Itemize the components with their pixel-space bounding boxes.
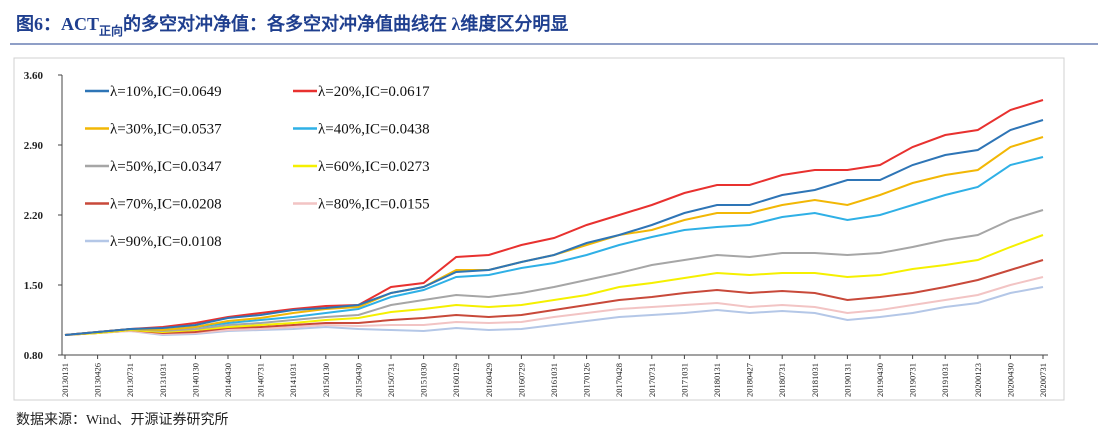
x-tick-label: 20180731 xyxy=(777,363,787,397)
legend-label: λ=90%,IC=0.0108 xyxy=(110,234,222,250)
x-tick-label: 20170428 xyxy=(614,363,624,397)
x-tick-label: 20171031 xyxy=(679,363,689,397)
x-tick-label: 20170126 xyxy=(582,363,592,397)
x-tick-label: 20200123 xyxy=(973,363,983,397)
legend-label: λ=50%,IC=0.0347 xyxy=(110,159,222,175)
x-tick-label: 20140130 xyxy=(190,363,200,397)
legend-label: λ=70%,IC=0.0208 xyxy=(110,197,222,213)
x-tick-label: 20130426 xyxy=(93,363,103,397)
legend-label: λ=40%,IC=0.0438 xyxy=(318,122,430,138)
x-tick-label: 20160729 xyxy=(516,363,526,397)
x-tick-label: 20200430 xyxy=(1005,363,1015,397)
legend-label: λ=10%,IC=0.0649 xyxy=(110,84,222,100)
chart-frame xyxy=(13,57,1065,401)
x-tick-label: 20190731 xyxy=(908,363,918,397)
x-tick-label: 20181031 xyxy=(810,363,820,397)
y-tick-label: 0.80 xyxy=(24,350,44,362)
x-tick-label: 20150430 xyxy=(353,363,363,397)
x-tick-label: 20190430 xyxy=(875,363,885,397)
y-tick-label: 2.20 xyxy=(24,210,44,222)
series-line xyxy=(64,119,1044,336)
chart-title: 图6：ACT正向的多空对冲净值：各多空对冲净值曲线在 λ维度区分明显 xyxy=(16,13,568,38)
x-tick-label: 20140731 xyxy=(256,363,266,397)
x-tick-label: 20161031 xyxy=(549,363,559,397)
x-tick-label: 20150731 xyxy=(386,363,396,397)
series-line xyxy=(64,234,1044,336)
x-tick-label: 20190131 xyxy=(842,363,852,397)
legend-label: λ=60%,IC=0.0273 xyxy=(318,159,430,175)
series-line xyxy=(64,209,1044,336)
legend-label: λ=80%,IC=0.0155 xyxy=(318,197,430,213)
x-tick-label: 20170731 xyxy=(647,363,657,397)
x-tick-label: 20200731 xyxy=(1038,363,1048,397)
x-tick-label: 20141031 xyxy=(288,363,298,397)
x-tick-label: 20160129 xyxy=(451,363,461,397)
y-tick-label: 3.60 xyxy=(24,70,44,82)
x-tick-label: 20130731 xyxy=(125,363,135,397)
x-tick-label: 20180131 xyxy=(712,363,722,397)
x-tick-label: 20130131 xyxy=(60,363,70,397)
x-tick-label: 20191031 xyxy=(940,363,950,397)
x-tick-label: 20131031 xyxy=(158,363,168,397)
x-tick-label: 20140430 xyxy=(223,363,233,397)
x-tick-label: 20151030 xyxy=(419,363,429,397)
series-line xyxy=(64,276,1044,336)
x-tick-label: 20160429 xyxy=(484,363,494,397)
x-tick-label: 20180427 xyxy=(745,363,755,397)
series-line xyxy=(64,156,1044,336)
legend-label: λ=30%,IC=0.0537 xyxy=(110,122,222,138)
source: 数据来源：Wind、开源证券研究所 xyxy=(16,412,229,428)
legend-label: λ=20%,IC=0.0617 xyxy=(318,84,430,100)
y-tick-label: 1.50 xyxy=(24,280,44,292)
y-tick-label: 2.90 xyxy=(24,140,44,152)
x-tick-label: 20150130 xyxy=(321,363,331,397)
